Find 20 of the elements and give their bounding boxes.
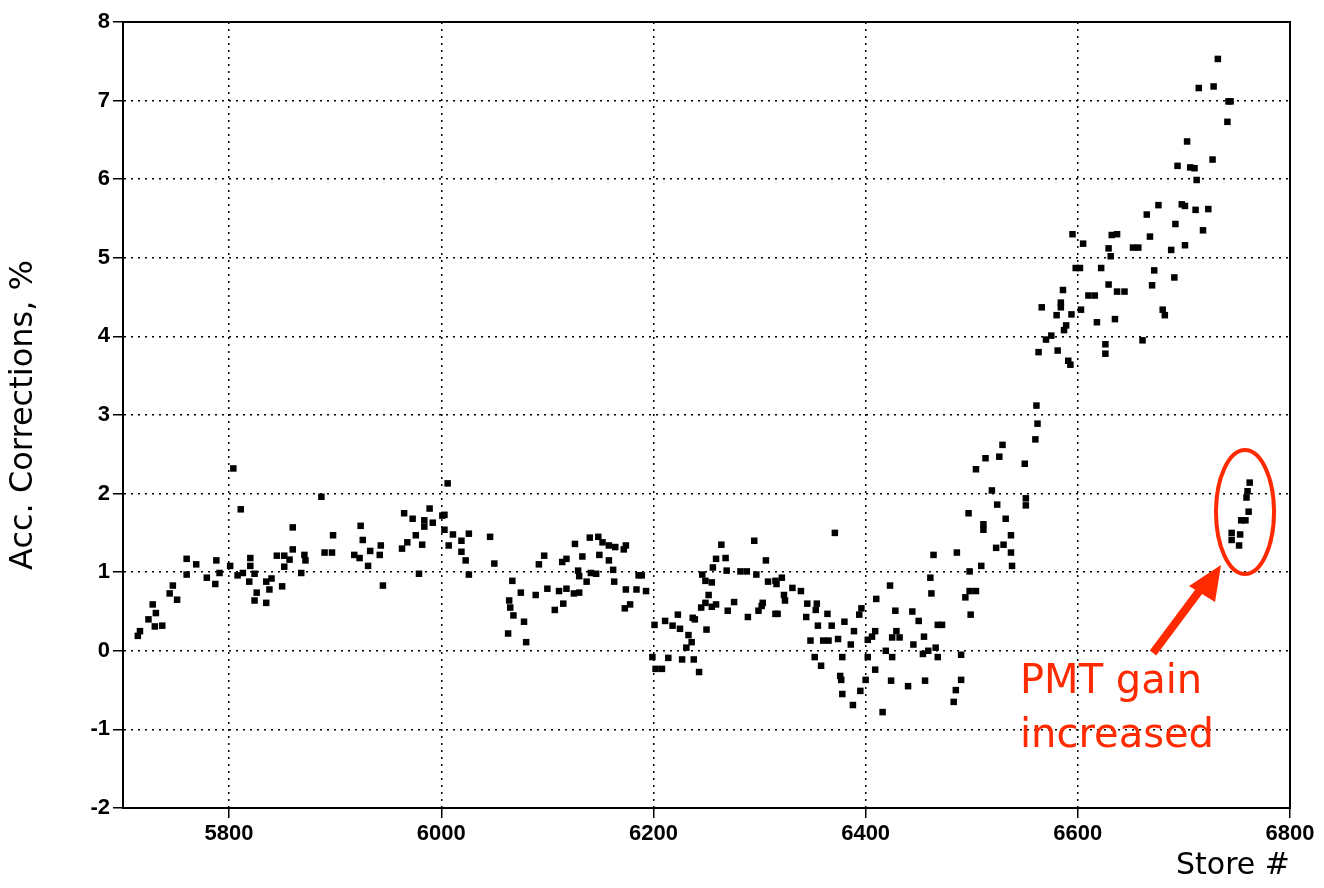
x-axis-title: Store #	[1176, 845, 1290, 881]
y-tick-label: 5	[97, 243, 110, 269]
y-tick-label: 6	[97, 165, 110, 191]
y-axis-title: Acc. Corrections, %	[1, 260, 40, 570]
y-tick-label: 2	[97, 479, 110, 505]
y-tick-label: -1	[90, 715, 110, 741]
x-tick-label: 6000	[416, 820, 466, 846]
x-tick-label: 6400	[841, 820, 891, 846]
x-tick-label: 6800	[1265, 820, 1315, 846]
y-tick-label: 3	[97, 401, 110, 427]
x-tick-label: 5800	[204, 820, 254, 846]
y-tick-label: 0	[97, 636, 110, 662]
y-tick-label: 4	[97, 322, 111, 348]
y-tick-label: 8	[97, 8, 110, 34]
y-tick-label: 7	[97, 86, 110, 112]
x-tick-label: 6600	[1053, 820, 1103, 846]
x-tick-label: 6200	[628, 820, 678, 846]
y-tick-label: 1	[97, 558, 110, 584]
y-tick-label: -2	[90, 794, 110, 820]
annotation: PMT gain increased	[1020, 655, 1215, 758]
